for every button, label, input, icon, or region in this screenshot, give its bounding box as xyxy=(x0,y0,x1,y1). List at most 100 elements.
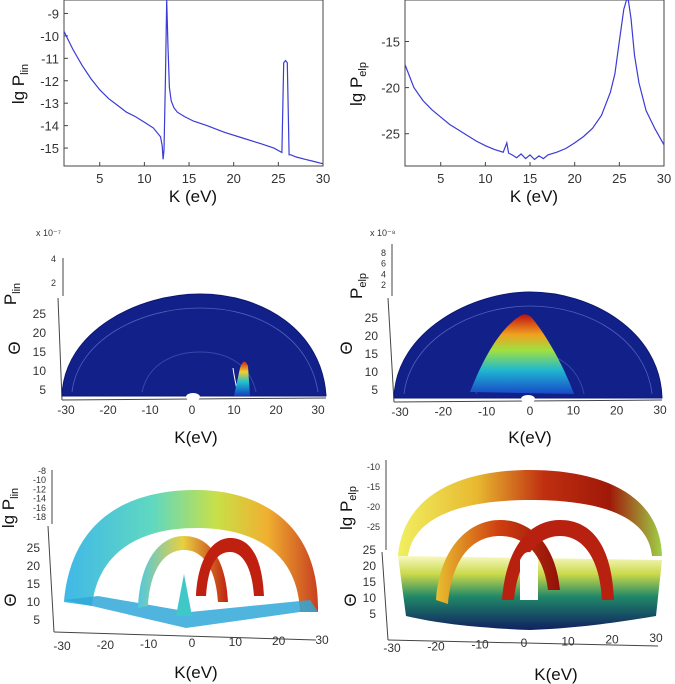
series-line-lg-P-elp xyxy=(404,0,665,161)
y-label-sub: lin xyxy=(19,64,31,75)
theta-axis-label: Θ xyxy=(1,593,20,606)
y-label-main: lg P xyxy=(9,75,28,104)
center-hole xyxy=(186,393,200,401)
k-tick-label: 0 xyxy=(521,636,528,650)
y-tick-label: -25 xyxy=(381,127,400,142)
x-tick-label: 15 xyxy=(182,171,196,186)
surface-inner-arch-left xyxy=(138,536,228,608)
k-tick-label: -20 xyxy=(99,403,117,417)
z-tick-label: -25 xyxy=(367,522,380,532)
k-tick-label: -10 xyxy=(471,638,489,652)
z-label-main: P xyxy=(1,294,20,305)
panel-P-lin-surface: x 10⁻⁷ -30 -20 -10 0 10 20 30 5 10 15 20 25 2 4 K(eV)… xyxy=(1,228,327,447)
theta-tick-label: 10 xyxy=(365,365,379,379)
surface-outer-dome xyxy=(398,470,662,556)
surface-inner-arch-right xyxy=(502,520,614,600)
plot-frame xyxy=(404,0,665,167)
k-tick-label: 10 xyxy=(227,403,241,417)
k-tick-label: -30 xyxy=(383,641,401,655)
z-tick-label: 8 xyxy=(381,248,386,258)
theta-tick-label: 15 xyxy=(365,347,379,361)
tick-group: -30 -20 -10 0 10 20 30510152025-8-10-12-14-16-… xyxy=(27,466,329,653)
x-axis-label: K(eV) xyxy=(174,428,217,447)
peak-spike xyxy=(234,361,250,396)
k-tick-label: 20 xyxy=(610,403,624,417)
k-tick-label: 20 xyxy=(269,403,283,417)
k-tick-label: -20 xyxy=(427,639,445,653)
k-tick-label: 20 xyxy=(605,633,619,647)
theta-tick-label: 15 xyxy=(33,345,47,359)
x-tick-label: 5 xyxy=(96,171,103,186)
x-tick-label: 25 xyxy=(271,171,285,186)
theta-axis-line xyxy=(57,297,63,401)
k-tick-label: -30 xyxy=(391,405,409,419)
y-tick-label: -12 xyxy=(40,74,59,89)
k-tick-label: -20 xyxy=(97,638,115,652)
z-tick-label: -10 xyxy=(33,475,46,485)
k-tick-label: 10 xyxy=(229,635,243,649)
x-axis-label: K(eV) xyxy=(534,665,577,684)
y-tick-label: -9 xyxy=(47,6,59,21)
z-label-main: P xyxy=(347,288,366,299)
z-tick-label: -18 xyxy=(33,512,46,522)
theta-tick-label: 25 xyxy=(33,307,47,321)
k-tick-label: -30 xyxy=(53,639,71,653)
k-tick-label: 0 xyxy=(527,404,534,418)
peak-ridge xyxy=(470,314,574,394)
theta-tick-label: 20 xyxy=(33,326,47,340)
k-tick-label: 30 xyxy=(311,403,325,417)
y-tick-label: -15 xyxy=(40,141,59,156)
y-tick-label: -14 xyxy=(40,119,59,134)
x-axis-label: K (eV) xyxy=(169,187,217,206)
series-line-lg-P-lin xyxy=(63,0,324,165)
x-tick-label: 30 xyxy=(657,171,671,186)
z-label-sub: elp xyxy=(347,486,359,501)
scale-note: x 10⁻⁷ xyxy=(36,228,61,238)
k-tick-label: 20 xyxy=(272,634,286,648)
center-hole xyxy=(521,395,535,403)
x-tick-label: 20 xyxy=(567,171,581,186)
z-axis-label: lg Pelp xyxy=(337,486,359,530)
panel-lgP-lin-surface: -30 -20 -10 0 10 20 30510152025-8-10-12-14-16-… xyxy=(0,466,329,682)
z-tick-label: 6 xyxy=(381,259,386,269)
k-tick-label: 0 xyxy=(189,636,196,650)
tick-group: 5 10 15 20 25 30 -15 -14 -13 -12 -11 -10 -9 xyxy=(40,6,330,186)
z-label-main: lg P xyxy=(0,499,18,528)
y-tick-label: -11 xyxy=(41,51,59,66)
x-axis-label: K(eV) xyxy=(508,428,551,447)
z-tick-label: -10 xyxy=(367,462,380,472)
y-label-sub: elp xyxy=(357,62,369,77)
k-tick-label: 30 xyxy=(649,631,663,645)
k-axis-line xyxy=(387,639,659,647)
theta-tick-label: 20 xyxy=(27,559,41,573)
y-label-main: lg P xyxy=(347,77,366,106)
y-axis-label: lg Plin xyxy=(9,64,31,104)
z-axis-label: Pelp xyxy=(347,273,369,299)
k-tick-label: 30 xyxy=(315,633,329,647)
x-tick-label: 10 xyxy=(478,171,492,186)
panel-lgP-elp-2d: 5 10 15 20 25 30 -25 -20 -15 K (eV) lg Pelp xyxy=(347,0,671,206)
surface-half-disc xyxy=(61,293,327,397)
theta-axis-label: Θ xyxy=(341,593,360,606)
z-tick-label: -20 xyxy=(367,502,380,512)
z-tick-label: -14 xyxy=(33,494,46,504)
z-axis-label: Plin xyxy=(1,283,23,305)
y-axis-label: lg Pelp xyxy=(347,62,369,106)
k-tick-label: 0 xyxy=(189,403,196,417)
tick-group: 5 10 15 20 25 30 -25 -20 -15 xyxy=(381,35,671,187)
z-label-main: lg P xyxy=(337,501,356,530)
k-tick-label: 30 xyxy=(653,403,667,417)
z-tick-label: 2 xyxy=(381,280,386,290)
z-tick-label: -12 xyxy=(33,484,46,494)
theta-tick-label: 5 xyxy=(33,613,40,627)
tick-group: -30 -20 -10 0 10 20 30 5 10 15 20 25 -10 -15 -20 -25 xyxy=(363,462,663,655)
ring-outer xyxy=(403,305,653,395)
theta-tick-label: 5 xyxy=(371,383,378,397)
surface-outer-dome xyxy=(64,490,319,612)
theta-tick-label: 5 xyxy=(369,607,376,621)
x-tick-label: 5 xyxy=(437,171,444,186)
theta-tick-label: 15 xyxy=(27,577,41,591)
theta-tick-label: 25 xyxy=(27,541,41,555)
z-tick-label: 4 xyxy=(51,254,56,264)
